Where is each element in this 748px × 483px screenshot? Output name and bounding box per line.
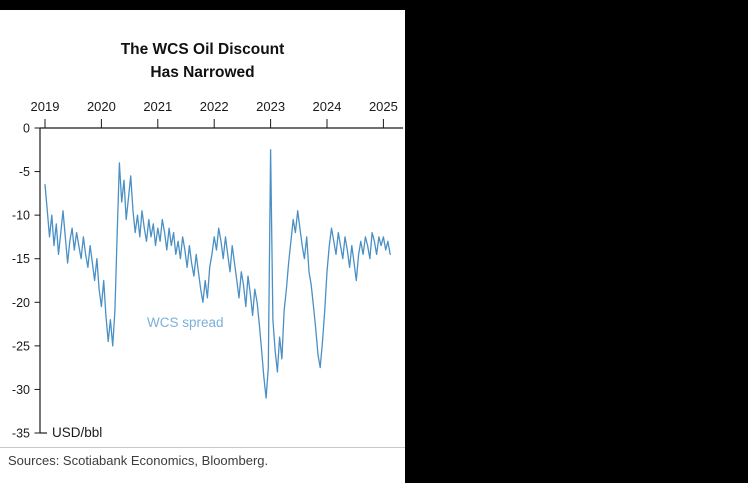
- svg-text:-10: -10: [12, 209, 30, 223]
- unit-label: USD/bbl: [52, 425, 102, 440]
- svg-text:-25: -25: [12, 339, 30, 353]
- svg-text:2024: 2024: [313, 99, 342, 114]
- svg-text:-15: -15: [12, 252, 30, 266]
- svg-text:-5: -5: [19, 165, 30, 179]
- chart-title-line2: Has Narrowed: [150, 64, 255, 82]
- footer-separator: [0, 447, 405, 448]
- chart-title: The WCS Oil Discount Has Narrowed: [0, 10, 405, 85]
- x-ticks: 2019 2020 2021 2022 2023 2024 2025: [31, 99, 398, 128]
- svg-text:0: 0: [23, 122, 30, 136]
- wcs-spread-line: [44, 149, 391, 399]
- svg-text:2020: 2020: [87, 99, 116, 114]
- chart-panel: The WCS Oil Discount Has Narrowed 2019 20…: [0, 10, 405, 483]
- wcs-chart-svg: 2019 2020 2021 2022 2023 2024 2025 0 -5 -10 -15 -2…: [12, 99, 403, 441]
- svg-text:-35: -35: [12, 427, 30, 441]
- series-label: WCS spread: [147, 315, 224, 330]
- svg-text:-30: -30: [12, 383, 30, 397]
- svg-text:-20: -20: [12, 296, 30, 310]
- y-ticks: 0 -5 -10 -15 -20 -25 -30 -35: [12, 122, 40, 441]
- svg-text:2023: 2023: [256, 99, 285, 114]
- sources-text: Sources: Scotiabank Economics, Bloomberg…: [8, 453, 269, 468]
- chart-title-line1: The WCS Oil Discount: [120, 41, 285, 58]
- svg-text:2019: 2019: [31, 99, 60, 114]
- svg-text:2022: 2022: [200, 99, 229, 114]
- svg-text:2025: 2025: [369, 99, 398, 114]
- svg-text:2021: 2021: [143, 99, 172, 114]
